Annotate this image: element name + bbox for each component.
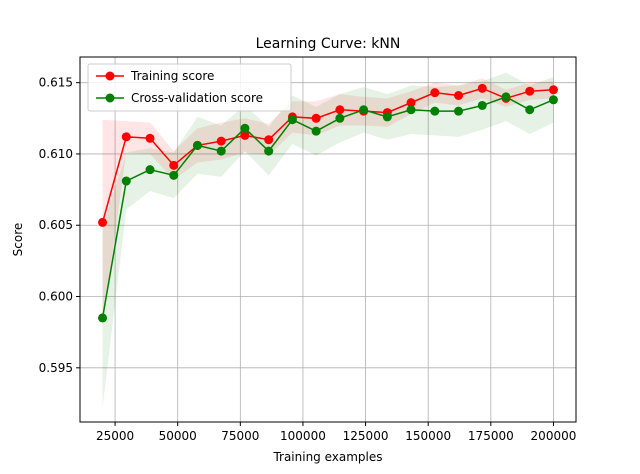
data-point-training [477, 83, 487, 93]
x-tick-label: 175000 [468, 429, 514, 443]
legend-box [87, 63, 292, 112]
data-point-cross-validation [335, 113, 345, 123]
grid [80, 57, 576, 422]
data-point-cross-validation [98, 313, 108, 323]
std-bands [102, 72, 554, 408]
data-point-cross-validation [454, 106, 464, 116]
y-tick-label: 0.605 [39, 218, 73, 232]
data-point-cross-validation [287, 115, 297, 125]
data-point-training [406, 98, 416, 108]
data-point-training [525, 86, 535, 96]
data-point-cross-validation [477, 100, 487, 110]
data-point-training [98, 217, 108, 227]
chart-title: Learning Curve: kNN [256, 36, 401, 52]
series-markers [98, 83, 558, 323]
data-point-training [264, 135, 274, 145]
data-point-cross-validation [359, 105, 369, 115]
y-axis-label: Score [11, 223, 25, 257]
y-tick-label: 0.610 [39, 147, 73, 161]
data-point-training [430, 88, 440, 98]
ticks: 25000 50000 75000 100000 125000 150000 175000 2… [39, 76, 577, 443]
std-band-training [102, 78, 554, 326]
x-axis-label: Training examples [272, 450, 382, 464]
data-point-cross-validation [145, 165, 155, 175]
data-point-training [240, 130, 250, 140]
x-tick-label: 50000 [159, 429, 197, 443]
x-tick-label: 75000 [221, 429, 259, 443]
data-point-cross-validation [501, 92, 511, 102]
data-point-cross-validation [311, 126, 321, 136]
x-tick-label: 200000 [531, 429, 577, 443]
data-point-cross-validation [382, 112, 392, 122]
x-tick-label: 125000 [343, 429, 389, 443]
plot-frame [79, 56, 577, 423]
data-point-training [335, 105, 345, 115]
legend-marker-training [105, 71, 115, 81]
x-tick-label: 25000 [96, 429, 134, 443]
x-tick-label: 100000 [280, 429, 326, 443]
legend-label-cross-validation: Cross-validation score [131, 91, 263, 105]
legend-label-training: Training score [130, 69, 214, 83]
data-point-training [548, 85, 558, 95]
y-tick-label: 0.615 [39, 76, 73, 90]
x-tick-label: 150000 [405, 429, 451, 443]
data-point-cross-validation [121, 176, 131, 186]
y-tick-label: 0.600 [39, 290, 73, 304]
data-point-cross-validation [525, 105, 535, 115]
data-point-cross-validation [548, 95, 558, 105]
data-point-cross-validation [264, 146, 274, 156]
legend: Training score Cross-validation score [87, 63, 292, 112]
legend-marker-cross-validation [105, 93, 115, 103]
data-point-training [216, 136, 226, 146]
data-point-cross-validation [240, 123, 250, 133]
data-point-training [454, 90, 464, 100]
data-point-cross-validation [406, 105, 416, 115]
std-band-cross-validation [102, 72, 554, 408]
data-point-cross-validation [169, 170, 179, 180]
data-point-cross-validation [430, 106, 440, 116]
data-point-training [121, 132, 131, 142]
data-point-training [145, 133, 155, 143]
data-point-training [169, 160, 179, 170]
y-tick-label: 0.595 [39, 361, 73, 375]
data-point-training [311, 113, 321, 123]
data-point-cross-validation [192, 140, 202, 150]
data-point-cross-validation [216, 146, 226, 156]
